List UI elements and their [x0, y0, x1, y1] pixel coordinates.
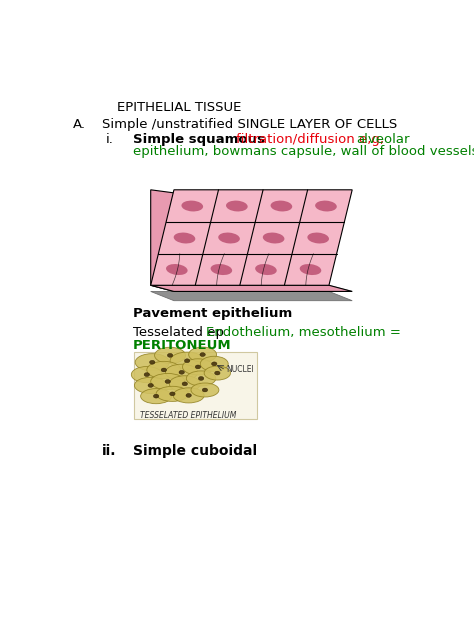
FancyBboxPatch shape — [135, 351, 257, 419]
Ellipse shape — [215, 371, 220, 375]
Ellipse shape — [155, 347, 186, 363]
Text: Simple /unstratified SINGLE LAYER OF CELLS: Simple /unstratified SINGLE LAYER OF CEL… — [102, 118, 397, 131]
Ellipse shape — [210, 264, 232, 275]
Ellipse shape — [154, 394, 159, 398]
Text: Endothelium, mesothelium =: Endothelium, mesothelium = — [207, 326, 401, 339]
Polygon shape — [151, 190, 352, 285]
Ellipse shape — [186, 371, 216, 386]
Ellipse shape — [202, 388, 208, 392]
Ellipse shape — [211, 362, 217, 366]
Ellipse shape — [300, 264, 321, 275]
Ellipse shape — [135, 354, 169, 371]
Ellipse shape — [173, 233, 195, 243]
Ellipse shape — [200, 353, 205, 356]
Text: epithelium, bowmans capsule, wall of blood vessels: epithelium, bowmans capsule, wall of blo… — [133, 145, 474, 158]
Ellipse shape — [182, 359, 213, 375]
Text: Simple cuboidal: Simple cuboidal — [133, 444, 257, 458]
Ellipse shape — [151, 374, 185, 389]
Text: alveolar: alveolar — [356, 133, 410, 146]
Ellipse shape — [131, 367, 162, 383]
Ellipse shape — [170, 352, 204, 369]
Text: filtration/diffusion e,g,: filtration/diffusion e,g, — [236, 133, 384, 146]
Ellipse shape — [165, 380, 171, 384]
Ellipse shape — [263, 233, 284, 243]
Polygon shape — [151, 291, 352, 301]
Ellipse shape — [179, 370, 184, 374]
Ellipse shape — [156, 386, 189, 401]
Text: i.: i. — [106, 133, 114, 146]
Ellipse shape — [271, 200, 292, 212]
Ellipse shape — [186, 394, 191, 398]
Text: ii.: ii. — [102, 444, 117, 458]
Ellipse shape — [173, 388, 204, 403]
Text: TESSELATED EPITHELIUM: TESSELATED EPITHELIUM — [140, 411, 236, 420]
Ellipse shape — [189, 347, 217, 362]
Ellipse shape — [226, 200, 248, 212]
Ellipse shape — [170, 392, 175, 396]
Ellipse shape — [147, 362, 181, 379]
Polygon shape — [151, 190, 174, 291]
Text: EPITHELIAL TISSUE: EPITHELIAL TISSUE — [118, 101, 242, 114]
Polygon shape — [151, 285, 352, 291]
Ellipse shape — [307, 233, 329, 243]
Ellipse shape — [166, 264, 188, 275]
Ellipse shape — [195, 365, 201, 369]
Ellipse shape — [149, 360, 155, 364]
Ellipse shape — [182, 200, 203, 212]
Text: Simple squamous: Simple squamous — [133, 133, 270, 146]
Text: A.: A. — [73, 118, 86, 131]
Ellipse shape — [182, 382, 188, 386]
Ellipse shape — [198, 377, 204, 380]
Ellipse shape — [204, 366, 230, 380]
Ellipse shape — [144, 373, 149, 377]
Ellipse shape — [141, 389, 172, 404]
Text: NUCLEI: NUCLEI — [227, 365, 255, 375]
Ellipse shape — [191, 383, 219, 397]
Text: PERITONEUM: PERITONEUM — [133, 339, 231, 352]
Text: Pavement epithelium: Pavement epithelium — [133, 307, 292, 320]
Ellipse shape — [167, 353, 173, 357]
Ellipse shape — [161, 368, 166, 372]
Ellipse shape — [201, 356, 228, 372]
Ellipse shape — [184, 359, 190, 363]
Text: Tesselated ep.: Tesselated ep. — [133, 326, 232, 339]
Polygon shape — [151, 285, 352, 291]
Ellipse shape — [135, 377, 167, 394]
Ellipse shape — [218, 233, 240, 243]
Ellipse shape — [169, 376, 201, 392]
Ellipse shape — [165, 364, 198, 380]
Ellipse shape — [148, 384, 154, 387]
Ellipse shape — [255, 264, 277, 275]
Ellipse shape — [315, 200, 337, 212]
